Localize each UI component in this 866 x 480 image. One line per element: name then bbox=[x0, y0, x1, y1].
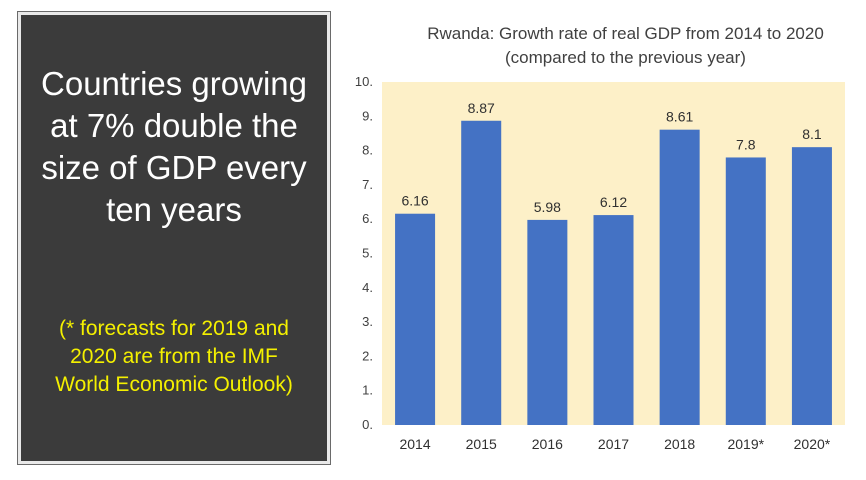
data-labels: 6.16 8.87 5.98 6.12 8.61 7.8 8.1 bbox=[401, 100, 821, 215]
bar-2015 bbox=[461, 120, 502, 425]
data-label: 6.16 bbox=[401, 193, 428, 209]
category-label: 2015 bbox=[466, 436, 497, 452]
category-label: 2019* bbox=[727, 436, 764, 452]
y-tick-label: 8. bbox=[362, 143, 373, 158]
data-label: 8.61 bbox=[666, 109, 693, 125]
bar-2020 bbox=[791, 147, 832, 426]
y-tick-label: 2. bbox=[362, 348, 373, 363]
y-tick-label: 10. bbox=[355, 74, 373, 89]
bars bbox=[395, 120, 832, 426]
category-label: 2016 bbox=[532, 436, 563, 452]
y-tick-label: 4. bbox=[362, 280, 373, 295]
data-label: 8.87 bbox=[468, 100, 495, 116]
bar-2019 bbox=[725, 157, 766, 425]
category-label: 2014 bbox=[399, 436, 430, 452]
chart-area: Rwanda: Growth rate of real GDP from 201… bbox=[345, 0, 866, 480]
text-panel: Countries growing at 7% double the size … bbox=[17, 11, 331, 465]
bar-2014 bbox=[395, 213, 436, 425]
y-axis-ticks: 0. 1. 2. 3. 4. 5. 6. 7. 8. 9. 10. bbox=[355, 74, 373, 432]
data-label: 6.12 bbox=[600, 194, 627, 210]
category-label: 2020* bbox=[794, 436, 831, 452]
chart-title: Rwanda: Growth rate of real GDP from 201… bbox=[427, 24, 824, 67]
data-label: 5.98 bbox=[534, 199, 561, 215]
bar-2018 bbox=[659, 129, 700, 425]
data-label: 7.8 bbox=[736, 136, 756, 152]
y-tick-label: 6. bbox=[362, 211, 373, 226]
forecast-note: (* forecasts for 2019 and 2020 are from … bbox=[55, 317, 293, 396]
y-tick-label: 1. bbox=[362, 383, 373, 398]
y-tick-label: 3. bbox=[362, 314, 373, 329]
bar-2016 bbox=[527, 219, 568, 425]
bar-2017 bbox=[593, 215, 634, 425]
y-tick-label: 5. bbox=[362, 246, 373, 261]
category-label: 2017 bbox=[598, 436, 629, 452]
y-tick-label: 9. bbox=[362, 108, 373, 123]
bar-chart: 0. 1. 2. 3. 4. 5. 6. 7. 8. 9. 10. 6.16 8.87 5.98 6.12… bbox=[355, 74, 845, 452]
x-axis-categories: 2014 2015 2016 2017 2018 2019* 2020* bbox=[399, 436, 830, 452]
y-tick-label: 0. bbox=[362, 417, 373, 432]
data-label: 8.1 bbox=[802, 126, 822, 142]
headline-text: Countries growing at 7% double the size … bbox=[41, 65, 307, 228]
y-tick-label: 7. bbox=[362, 177, 373, 192]
category-label: 2018 bbox=[664, 436, 695, 452]
